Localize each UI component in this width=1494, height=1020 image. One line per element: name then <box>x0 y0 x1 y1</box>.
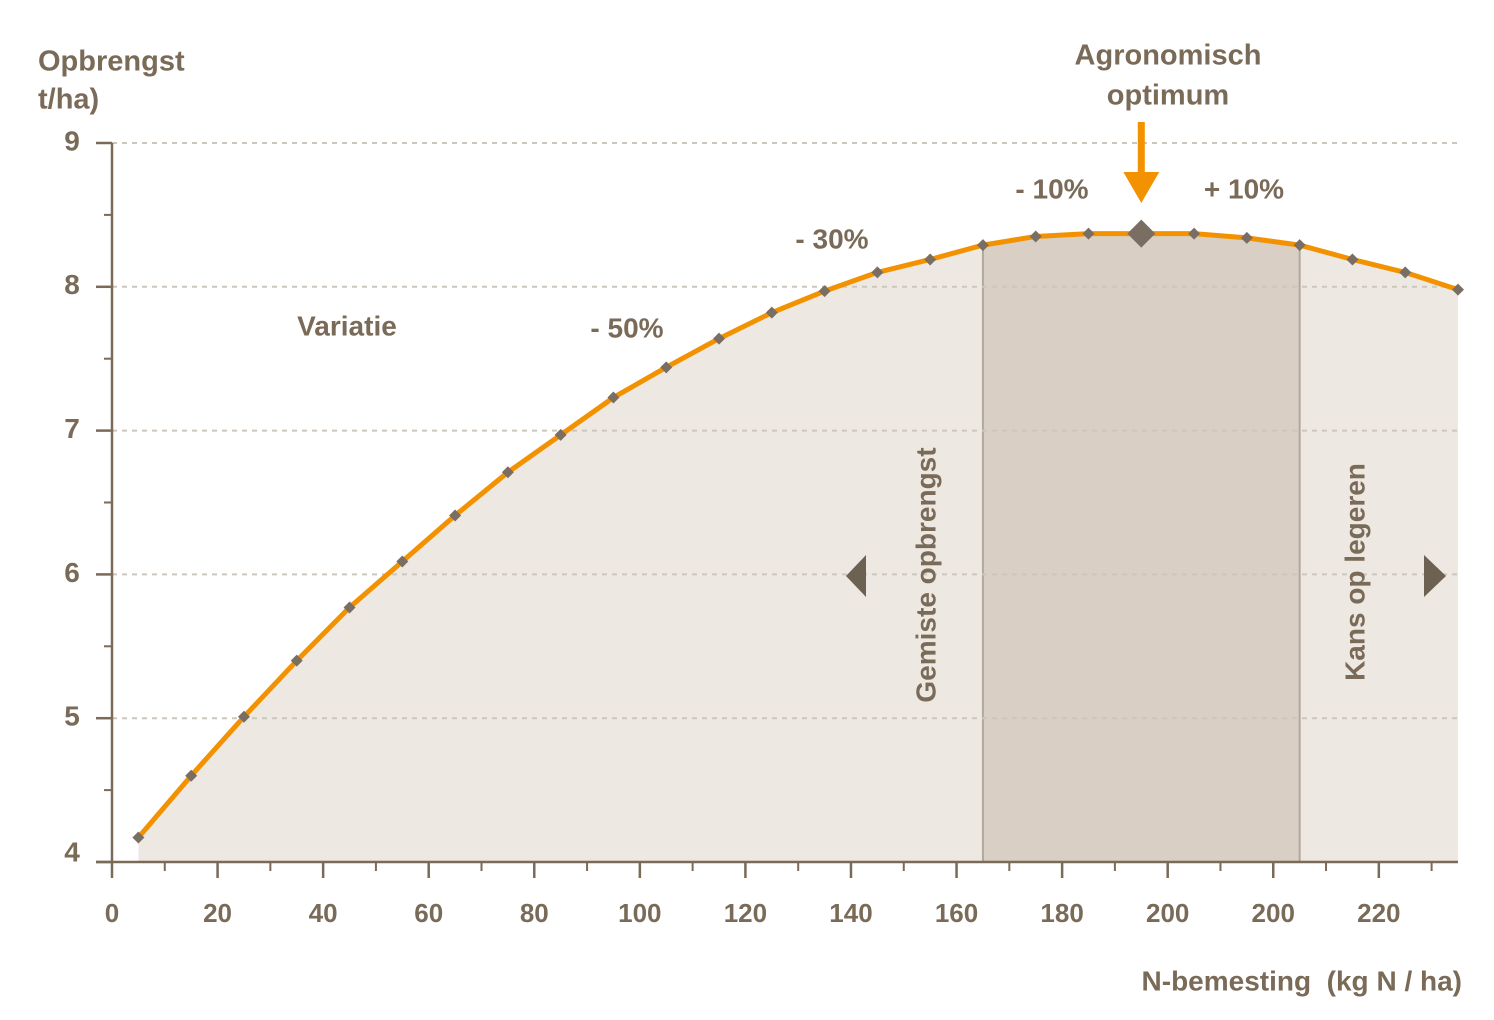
marker <box>185 769 198 782</box>
annotation: Gemiste opbrengst <box>910 447 941 702</box>
x-axis-label: N-bemesting (kg N / ha) <box>1142 965 1462 996</box>
x-tick-label: 120 <box>724 898 767 928</box>
y-axis-label: Opbrengst <box>38 46 185 78</box>
marker <box>132 831 145 844</box>
y-tick-label: 6 <box>64 557 80 588</box>
marker <box>1029 230 1042 243</box>
x-tick-label: 80 <box>520 898 549 928</box>
marker <box>1399 266 1412 279</box>
annotation: Kans op legeren <box>1339 463 1370 681</box>
left-arrow <box>846 555 866 597</box>
x-tick-label: 20 <box>203 898 232 928</box>
y-tick-label: 8 <box>64 269 80 300</box>
marker <box>765 306 778 319</box>
y-tick-label: 4 <box>64 836 80 867</box>
marker <box>1240 231 1253 244</box>
optimum-label: optimum <box>1107 80 1229 112</box>
marker <box>501 466 514 479</box>
annotation: - 30% <box>795 223 868 254</box>
annotation: - 50% <box>590 312 663 343</box>
marker <box>713 332 726 345</box>
x-tick-label: 200 <box>1252 898 1295 928</box>
x-tick-label: 0 <box>105 898 119 928</box>
marker <box>554 428 567 441</box>
optimum-marker <box>1127 219 1156 248</box>
x-tick-label: 180 <box>1040 898 1083 928</box>
marker <box>1452 283 1464 296</box>
marker <box>1346 253 1359 266</box>
x-tick-label: 60 <box>414 898 443 928</box>
marker <box>1082 227 1095 240</box>
y-axis-label: t/ha) <box>38 84 99 116</box>
marker <box>1293 239 1306 252</box>
line <box>136 231 1459 840</box>
right-arrow <box>1424 555 1446 597</box>
marker <box>660 361 673 374</box>
marker <box>396 555 409 568</box>
annotation: - 10% <box>1015 173 1088 204</box>
marker <box>976 239 989 252</box>
optimum-label: Agronomisch <box>1075 40 1262 72</box>
marker <box>607 391 620 404</box>
marker <box>237 710 250 723</box>
y-tick-label: 9 <box>64 125 80 156</box>
x-tick-label: 40 <box>309 898 338 928</box>
marker <box>818 285 831 298</box>
band <box>982 233 1300 862</box>
y-tick-label: 5 <box>64 701 80 732</box>
x-tick-label: 100 <box>618 898 661 928</box>
x-tick-label: 220 <box>1357 898 1400 928</box>
marker <box>343 601 356 614</box>
marker <box>871 266 884 279</box>
annotation: Variatie <box>297 310 397 341</box>
annotation: + 10% <box>1204 173 1284 204</box>
marker <box>924 253 937 266</box>
y-tick-label: 7 <box>64 413 80 444</box>
marker <box>290 654 303 667</box>
x-tick-label: 140 <box>829 898 872 928</box>
marker <box>1188 227 1201 240</box>
marker <box>449 509 462 522</box>
optimum-arrow-head <box>1123 172 1160 203</box>
x-tick-label: 200 <box>1146 898 1189 928</box>
x-tick-label: 160 <box>935 898 978 928</box>
